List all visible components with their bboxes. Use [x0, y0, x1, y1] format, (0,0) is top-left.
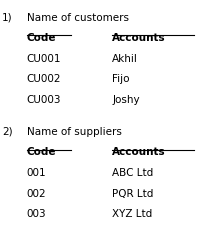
Text: ABC Ltd: ABC Ltd	[112, 167, 153, 177]
Text: XYZ Ltd: XYZ Ltd	[112, 208, 152, 218]
Text: 1): 1)	[2, 12, 13, 22]
Text: Name of customers: Name of customers	[27, 12, 129, 22]
Text: 003: 003	[27, 208, 46, 218]
Text: Akhil: Akhil	[112, 54, 138, 64]
Text: PQR Ltd: PQR Ltd	[112, 188, 154, 198]
Text: 001: 001	[27, 167, 46, 177]
Text: Accounts: Accounts	[112, 33, 166, 43]
Text: Joshy: Joshy	[112, 94, 140, 104]
Text: 2): 2)	[2, 126, 13, 136]
Text: Accounts: Accounts	[112, 147, 166, 157]
Text: CU002: CU002	[27, 74, 61, 84]
Text: Code: Code	[27, 33, 56, 43]
Text: Fijo: Fijo	[112, 74, 130, 84]
Text: 002: 002	[27, 188, 46, 198]
Text: Code: Code	[27, 147, 56, 157]
Text: CU003: CU003	[27, 94, 61, 104]
Text: CU001: CU001	[27, 54, 61, 64]
Text: Name of suppliers: Name of suppliers	[27, 126, 121, 136]
